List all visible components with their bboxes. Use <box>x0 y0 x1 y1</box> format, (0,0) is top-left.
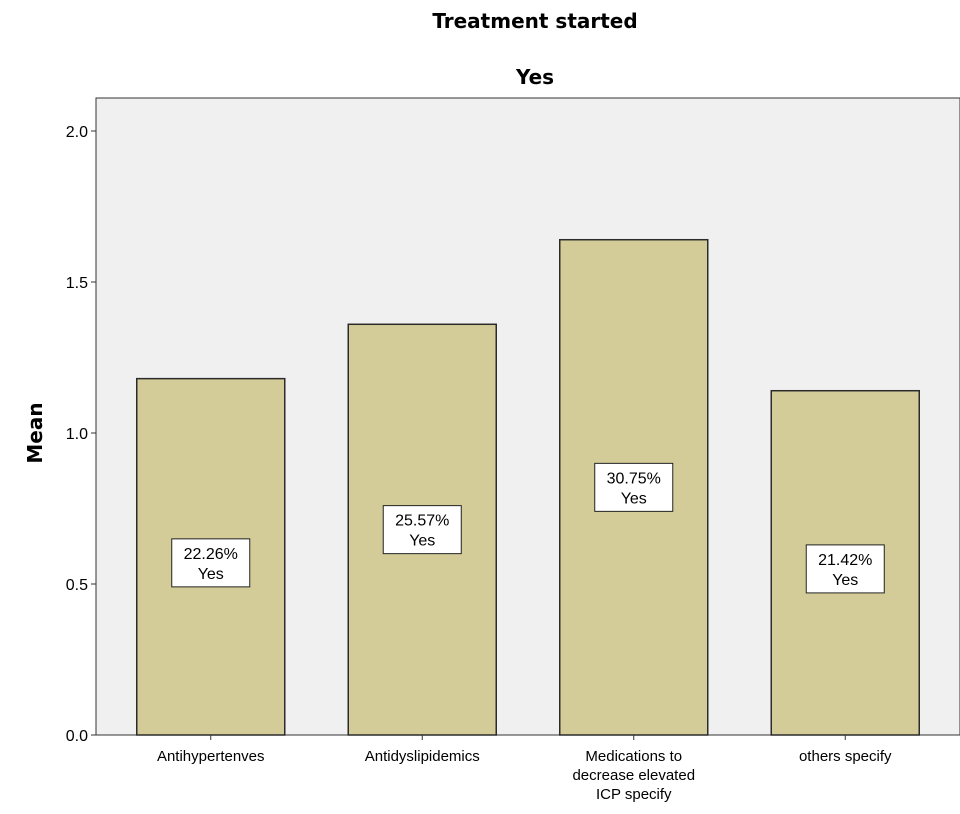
y-axis: 0.0 0.5 1.0 1.5 2.0 <box>66 124 96 745</box>
bar <box>136 377 286 736</box>
y-tick-label: 1.0 <box>66 426 88 443</box>
x-tick-label: decrease elevated <box>572 767 695 784</box>
y-tick-label: 0.5 <box>66 577 88 594</box>
data-label-category: Yes <box>832 572 858 589</box>
y-tick-label: 1.5 <box>66 275 88 292</box>
data-label-category: Yes <box>198 566 224 583</box>
chart-subtitle: Yes <box>515 65 554 89</box>
y-tick-label: 0.0 <box>66 728 88 745</box>
y-tick-label: 2.0 <box>66 124 88 141</box>
x-tick-label: Antihypertenves <box>157 748 265 765</box>
x-axis: Antihypertenves Antidyslipidemics Medicati… <box>157 735 892 803</box>
data-label-percent: 30.75% <box>607 470 661 487</box>
chart-title: Treatment started <box>432 9 637 33</box>
data-label-percent: 25.57% <box>395 513 449 530</box>
x-tick-label: others specify <box>799 748 892 765</box>
x-tick-label: Medications to <box>585 748 682 765</box>
x-tick-label: ICP specify <box>596 786 672 803</box>
data-label-box <box>382 505 462 555</box>
data-label-category: Yes <box>621 490 647 507</box>
data-label-percent: 22.26% <box>184 546 238 563</box>
data-label-group: 22.26% Yes 25.57% Yes 30.75% Yes 21.42% Yes <box>171 462 885 594</box>
bar-group <box>136 238 920 736</box>
x-tick-label: Antidyslipidemics <box>365 748 480 765</box>
y-axis-label: Mean <box>23 402 47 463</box>
data-label-box <box>594 462 674 512</box>
data-label-box <box>171 538 251 588</box>
data-label-box <box>805 544 885 594</box>
data-label-percent: 21.42% <box>818 552 872 569</box>
data-label-category: Yes <box>409 533 435 550</box>
